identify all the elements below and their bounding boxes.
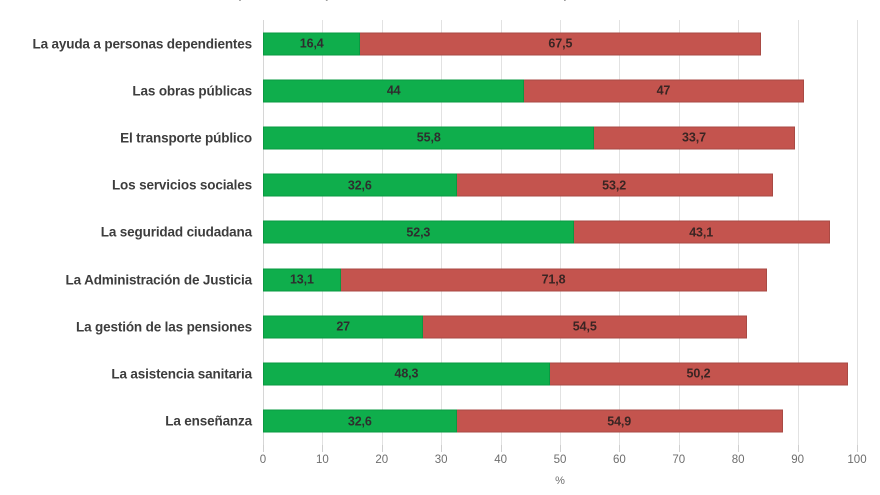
bar-row: La enseñanza 32,6 54,9: [165, 398, 857, 445]
bar-value-label: 48,3: [394, 366, 419, 381]
x-tick-label: 80: [731, 454, 745, 466]
bar-row: La Administración de Justicia 13,1 71,8: [66, 256, 857, 303]
bar-track: 52,3 43,1: [263, 220, 830, 244]
bar-value-label: 32,6: [347, 178, 372, 193]
category-label: La ayuda a personas dependientes: [32, 36, 252, 52]
x-tick-label: 90: [791, 454, 804, 466]
category-label: La asistencia sanitaria: [111, 366, 252, 382]
bar-value-label: 27: [336, 319, 351, 334]
bar-track: 32,6 53,2: [263, 173, 773, 197]
x-tick-mark: [857, 445, 858, 452]
bar-segment-red: 71,8: [340, 268, 768, 292]
bar-value-label: 50,2: [686, 366, 711, 381]
bar-row: Los servicios sociales 32,6 53,2: [112, 162, 857, 209]
x-tick-label: 30: [434, 454, 448, 466]
bar-track: 48,3 50,2: [263, 362, 849, 386]
bar-value-label: 71,8: [541, 272, 566, 287]
bar-segment-red: 53,2: [456, 173, 773, 197]
x-tick-mark: [441, 445, 443, 452]
x-tick-label: 0: [259, 454, 267, 466]
gridline: [857, 20, 858, 445]
bar-value-label: 53,2: [602, 178, 627, 193]
bar-row: La gestión de las pensiones 27 54,5: [76, 303, 857, 350]
bar-segment-green: 32,6: [263, 173, 457, 197]
category-label: La gestión de las pensiones: [76, 319, 252, 335]
category-label: Las obras públicas: [132, 83, 252, 99]
bar-segment-red: 54,9: [456, 409, 783, 433]
bar-segment-green: 32,6: [263, 409, 457, 433]
x-tick-label: 40: [494, 454, 507, 466]
bar-track: 13,1 71,8: [263, 268, 768, 292]
bar-row: El transporte público 55,8 33,7: [120, 114, 857, 161]
plot-area: La ayuda a personas dependientes 16,4 67,5…: [32, 20, 858, 445]
category-label: La seguridad ciudadana: [100, 224, 252, 240]
bar-value-label: 54,5: [572, 319, 597, 334]
bar-segment-green: 55,8: [263, 126, 595, 150]
chart-title: públicos en España. CIS Julio 2015. Tota…: [0, 0, 880, 2]
x-tick-mark: [500, 445, 502, 452]
bar-value-label: 52,3: [406, 225, 431, 240]
x-tick-mark: [322, 445, 324, 452]
x-axis: 0 10 20 30 40 50 60 70 80 90 100 %: [259, 445, 867, 495]
category-label: Los servicios sociales: [111, 177, 252, 193]
bar-track: 27 54,5: [263, 315, 748, 339]
bar-segment-green: 52,3: [263, 220, 574, 244]
x-tick-label: 50: [553, 454, 567, 466]
bar-segment-red: 50,2: [549, 362, 849, 386]
bar-segment-green: 48,3: [263, 362, 550, 386]
bar-segment-green: 16,4: [263, 32, 361, 56]
bar-value-label: 47: [656, 83, 671, 98]
bar-track: 32,6 54,9: [263, 409, 783, 433]
x-tick-mark: [797, 445, 799, 452]
bar-value-label: 67,5: [548, 36, 573, 51]
bar-segment-green: 44: [263, 79, 525, 103]
bar-track: 55,8 33,7: [263, 126, 795, 150]
x-tick-mark: [738, 445, 740, 452]
bar-row: La ayuda a personas dependientes 16,4 67,5: [32, 20, 857, 67]
bar-value-label: 55,8: [416, 130, 441, 145]
category-label: El transporte público: [120, 130, 252, 146]
bar-row: Las obras públicas 44 47: [132, 67, 857, 114]
bar-value-label: 16,4: [299, 36, 324, 51]
bar-segment-red: 54,5: [423, 315, 748, 339]
bar-segment-green: 27: [263, 315, 424, 339]
x-tick-mark: [560, 445, 561, 452]
bar-track: 44 47: [263, 79, 804, 103]
bar-row: La seguridad ciudadana 52,3 43,1: [101, 209, 857, 256]
category-label: La Administración de Justicia: [65, 272, 253, 288]
bar-segment-green: 13,1: [263, 268, 341, 292]
x-tick-label: 70: [672, 454, 686, 466]
x-tick-label: 100: [847, 454, 867, 466]
bar-value-label: 44: [386, 83, 401, 98]
bar-segment-red: 67,5: [360, 32, 762, 56]
bar-value-label: 43,1: [689, 225, 714, 240]
bar-value-label: 13,1: [289, 272, 314, 287]
x-tick-mark: [381, 445, 383, 452]
bar-segment-red: 47: [524, 79, 804, 103]
bar-row: La asistencia sanitaria 48,3 50,2: [111, 351, 857, 398]
x-tick-mark: [619, 445, 621, 452]
bar-segment-red: 43,1: [573, 220, 830, 244]
x-tick-label: 60: [612, 454, 626, 466]
bar-track: 16,4 67,5: [263, 32, 762, 56]
x-axis-title: %: [555, 475, 565, 487]
x-tick-mark: [678, 445, 680, 452]
bar-value-label: 54,9: [607, 414, 632, 429]
bar-segment-red: 33,7: [594, 126, 795, 150]
x-tick-label: 10: [315, 454, 329, 466]
bar-value-label: 33,7: [682, 130, 706, 145]
category-label: La enseñanza: [165, 413, 252, 429]
x-tick-label: 20: [375, 454, 389, 466]
bar-value-label: 32,6: [347, 414, 372, 429]
x-tick-mark: [263, 445, 264, 452]
